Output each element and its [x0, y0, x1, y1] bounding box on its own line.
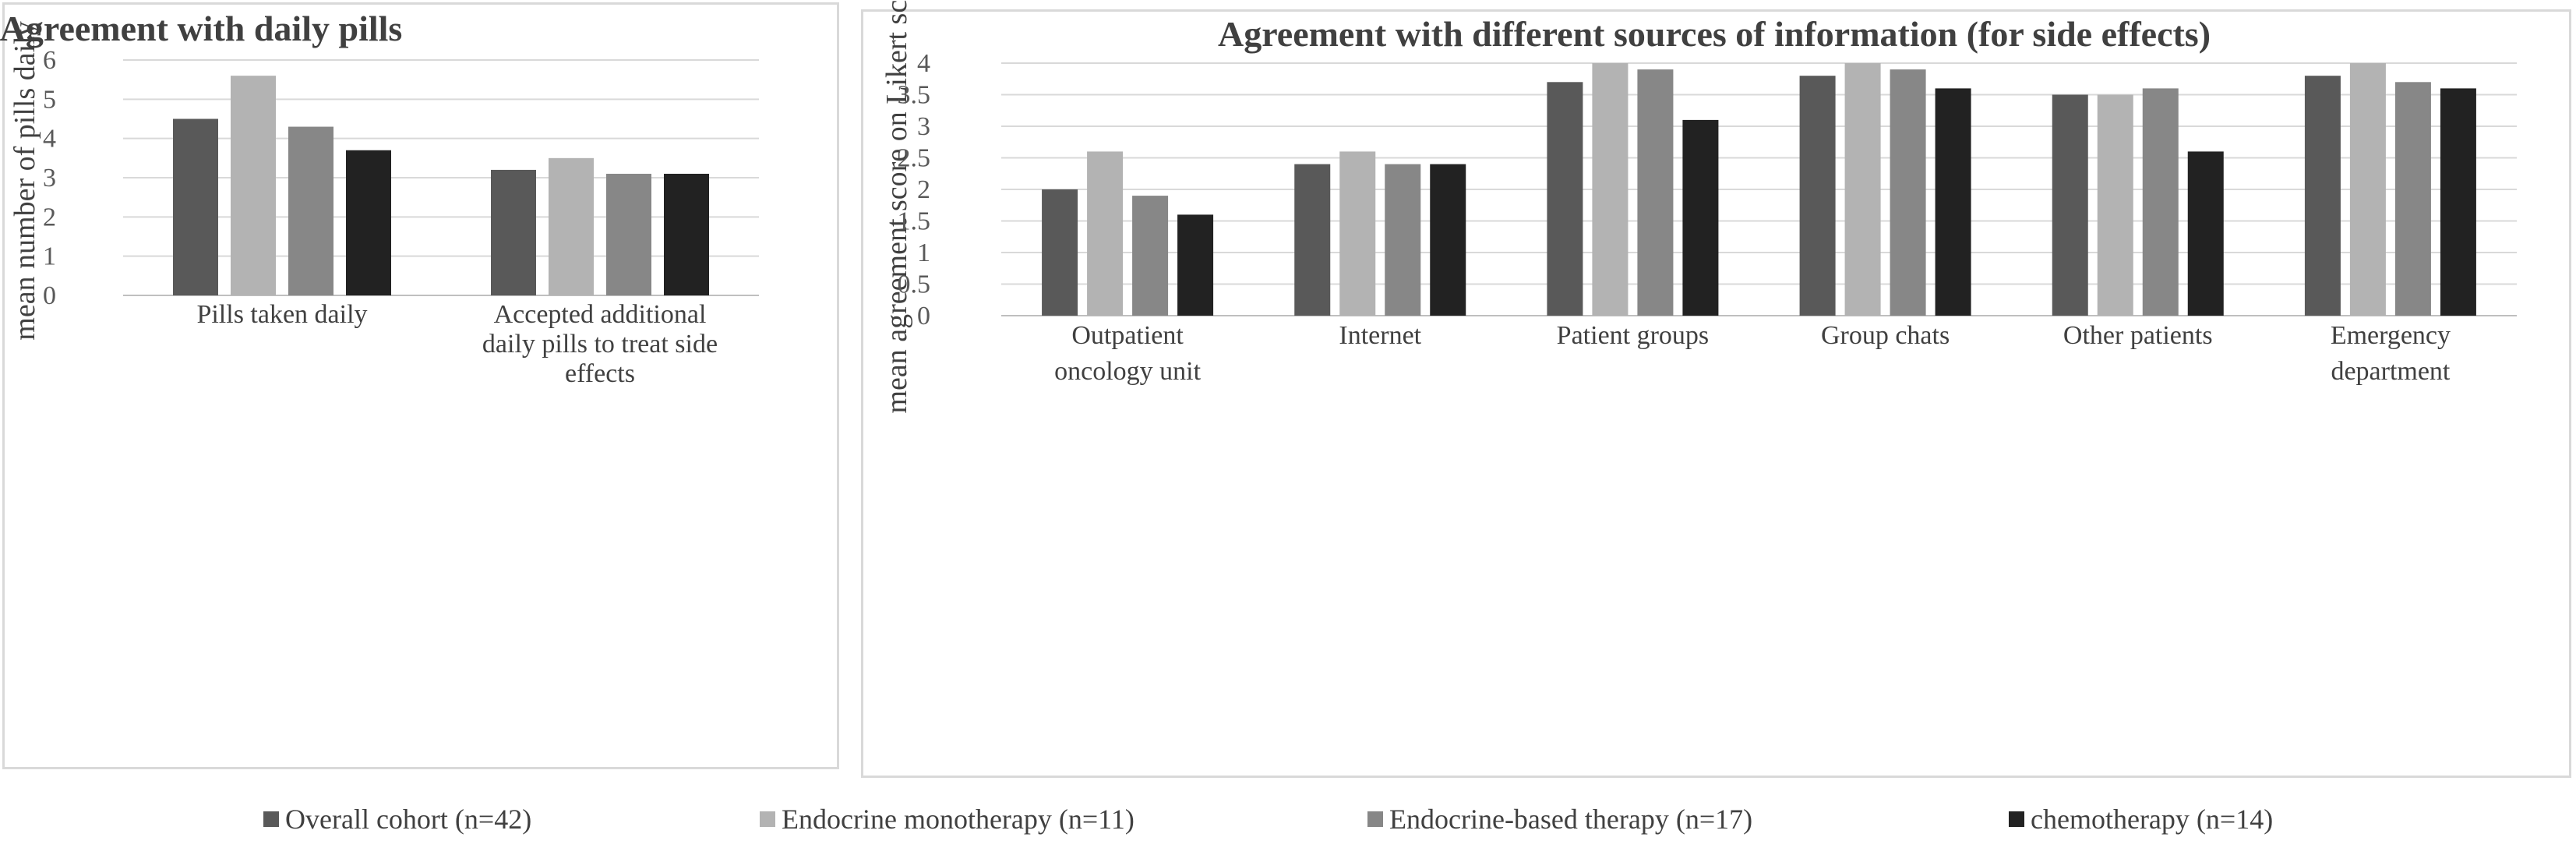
y-tick-label: 2 [43, 203, 56, 231]
x-category-label: Other patients [2063, 321, 2213, 350]
legend-label: Endocrine-based therapy (n=17) [1389, 804, 1753, 835]
x-category-label: daily pills to treat side [482, 330, 718, 359]
chart-title: Agreement with different sources of info… [1218, 14, 2211, 54]
bar-daily-pills-s0-c1 [491, 169, 536, 295]
bar-information-sources-s0-c2 [1547, 82, 1583, 316]
x-category-label: Accepted additional [494, 300, 707, 329]
bar-information-sources-s2-c2 [1637, 69, 1674, 316]
y-tick-label: 1 [917, 238, 930, 267]
y-tick-label: 1 [43, 242, 56, 271]
legend-item: Overall cohort (n=42) [263, 803, 531, 836]
bar-information-sources-s3-c0 [1177, 214, 1214, 316]
x-category-label: Internet [1339, 321, 1421, 350]
bar-information-sources-s3-c5 [2440, 88, 2476, 316]
x-category-label: Pills taken daily [196, 300, 367, 329]
bar-information-sources-s2-c0 [1132, 196, 1169, 316]
y-tick-label: 3.5 [898, 81, 931, 110]
bar-daily-pills-s1-c1 [549, 157, 594, 295]
legend-label: Endocrine monotherapy (n=11) [782, 804, 1134, 835]
bar-daily-pills-s0-c0 [173, 118, 218, 295]
bar-information-sources-s3-c4 [2187, 151, 2224, 316]
x-category-label: Patient groups [1557, 321, 1709, 350]
bar-information-sources-s1-c4 [2097, 94, 2133, 316]
y-tick-label: 3 [917, 112, 930, 141]
chart-information-sources: Agreement with different sources of info… [880, 0, 2517, 414]
bar-daily-pills-s3-c1 [664, 173, 709, 295]
bar-information-sources-s3-c2 [1682, 119, 1719, 316]
bar-information-sources-s1-c2 [1592, 63, 1629, 316]
bar-information-sources-s1-c0 [1087, 151, 1124, 316]
bar-information-sources-s3-c3 [1935, 88, 1971, 316]
y-tick-label: 3 [43, 164, 56, 193]
y-tick-label: 4 [43, 125, 56, 154]
bar-information-sources-s0-c1 [1294, 164, 1331, 316]
bar-information-sources-s2-c5 [2394, 82, 2431, 316]
y-tick-label: 0 [43, 281, 56, 310]
x-category-label: Emergency [2331, 321, 2451, 350]
chart-panel-information-sources: Agreement with different sources of info… [861, 0, 2571, 778]
y-tick-label: 2 [917, 175, 930, 204]
bar-information-sources-s0-c3 [1799, 76, 1836, 316]
bar-information-sources-s1-c5 [2349, 63, 2386, 316]
x-category-label: department [2331, 357, 2450, 386]
legend-item: Endocrine-based therapy (n=17) [1367, 803, 1752, 836]
y-tick-label: 4 [917, 49, 930, 78]
bar-information-sources-s0-c0 [1042, 189, 1078, 316]
y-tick-label: 0 [917, 302, 930, 330]
chart-legend: Overall cohort (n=42) Endocrine monothera… [0, 803, 2576, 842]
bar-information-sources-s1-c3 [1844, 63, 1881, 316]
bar-daily-pills-s2-c1 [606, 173, 651, 295]
legend-swatch [263, 811, 279, 827]
legend-swatch [760, 811, 775, 827]
x-category-label: effects [565, 359, 635, 388]
x-category-label: oncology unit [1054, 357, 1201, 386]
chart-panel-daily-pills: Agreement with daily pills mean number of… [0, 2, 839, 769]
bar-daily-pills-s1-c0 [231, 76, 276, 295]
y-tick-label: 6 [43, 46, 56, 75]
y-tick-label: 2.5 [898, 144, 931, 173]
bar-information-sources-s0-c5 [2304, 76, 2341, 316]
bar-daily-pills-s3-c0 [346, 150, 391, 295]
y-tick-label: 1.5 [898, 207, 931, 236]
legend-item: Endocrine monotherapy (n=11) [760, 803, 1134, 836]
bar-information-sources-s2-c1 [1385, 164, 1421, 316]
bar-information-sources-s3-c1 [1430, 164, 1466, 316]
y-axis-title: mean number of pills daily [9, 21, 41, 340]
bar-information-sources-s1-c1 [1339, 151, 1376, 316]
legend-label: Overall cohort (n=42) [285, 804, 532, 835]
chart-title: Agreement with daily pills [0, 9, 402, 48]
bar-information-sources-s2-c4 [2142, 88, 2179, 316]
legend-item: chemotherapy (n=14) [2009, 803, 2273, 836]
bar-daily-pills-s2-c0 [288, 126, 333, 295]
y-tick-label: 5 [43, 85, 56, 114]
y-tick-label: 0.5 [898, 270, 931, 299]
y-axis-title: mean agreement score on Likert scale [880, 0, 913, 414]
bar-information-sources-s2-c3 [1890, 69, 1926, 316]
legend-swatch [1367, 811, 1383, 827]
x-category-label: Group chats [1821, 321, 1950, 350]
legend-swatch [2009, 811, 2024, 827]
bar-information-sources-s0-c4 [2052, 94, 2088, 316]
x-category-label: Outpatient [1071, 321, 1184, 350]
legend-label: chemotherapy (n=14) [2031, 804, 2274, 835]
